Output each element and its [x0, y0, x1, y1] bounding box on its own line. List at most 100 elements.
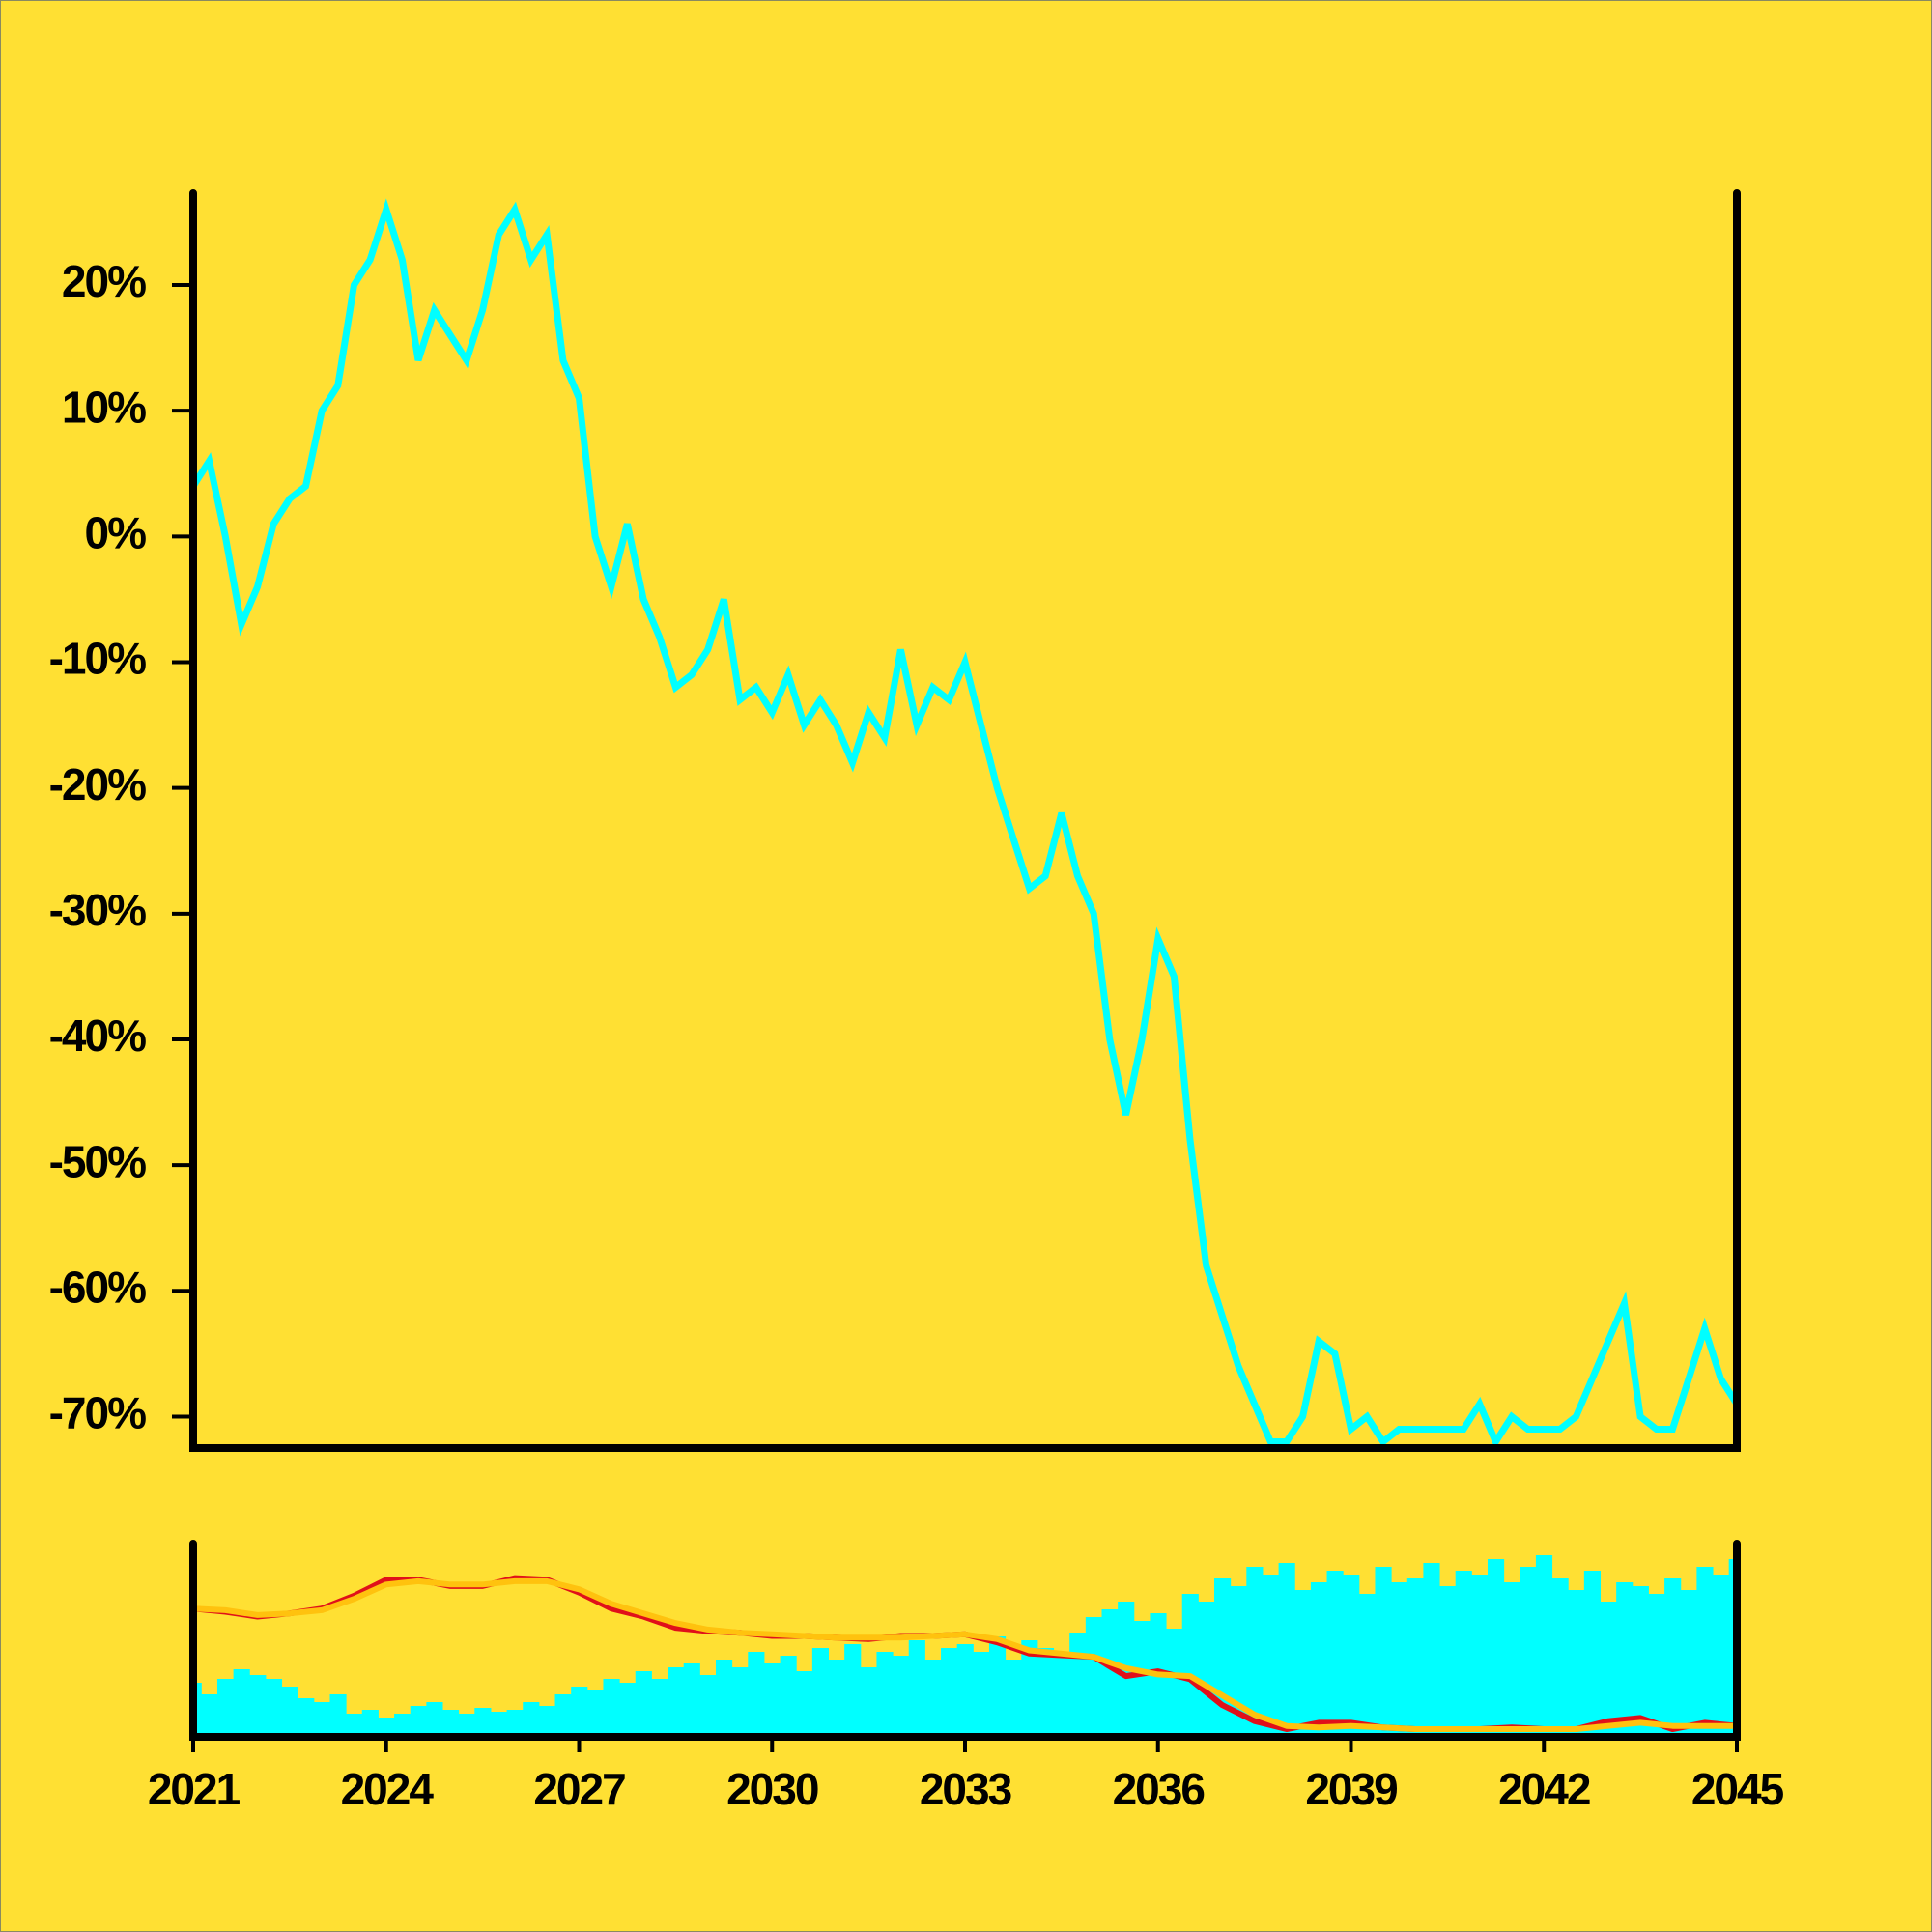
volume-bar [1101, 1609, 1119, 1737]
volume-bar [828, 1660, 845, 1737]
volume-bar [1713, 1575, 1730, 1737]
volume-bar [1230, 1586, 1247, 1737]
volume-bar [731, 1667, 749, 1737]
x-tick-label: 2039 [1305, 1764, 1397, 1814]
volume-bar [216, 1679, 235, 1737]
x-tick-label: 2042 [1498, 1764, 1590, 1814]
x-tick-label: 2036 [1113, 1764, 1205, 1814]
volume-bar [668, 1667, 685, 1737]
volume-bar [1520, 1567, 1537, 1737]
volume-bar [1568, 1590, 1585, 1737]
volume-bar [201, 1694, 218, 1737]
volume-bar [715, 1660, 733, 1737]
y-tick-label: -40% [49, 1010, 146, 1061]
volume-bar [490, 1712, 508, 1737]
volume-bar [1503, 1582, 1520, 1737]
volume-bar [1728, 1559, 1737, 1737]
volume-bar [281, 1687, 298, 1737]
volume-bar [1423, 1563, 1440, 1737]
volume-bar [1198, 1602, 1215, 1737]
average-line [193, 1577, 1737, 1732]
volume-bar [1616, 1582, 1634, 1737]
y-tick-label: 20% [62, 256, 146, 306]
volume-bar [442, 1710, 460, 1737]
volume-bar [1181, 1594, 1199, 1737]
main-axis-frame [189, 189, 1741, 1452]
volume-bar [876, 1652, 894, 1737]
volume-bar [249, 1675, 267, 1737]
volume-bar [941, 1648, 958, 1737]
volume-bar [1583, 1571, 1602, 1737]
y-tick-label: -20% [49, 759, 146, 810]
volume-bar [506, 1710, 524, 1737]
volume-bar [233, 1669, 250, 1737]
volume-bar [619, 1683, 637, 1737]
volume-bar [1310, 1582, 1328, 1737]
volume-bar [908, 1640, 925, 1737]
volume-bar [1455, 1571, 1472, 1737]
y-tick-label: 10% [62, 382, 146, 432]
volume-bar [1133, 1621, 1151, 1737]
volume-bar [988, 1636, 1007, 1737]
volume-bar [1406, 1578, 1424, 1737]
volume-bar [1326, 1571, 1344, 1737]
x-tick-label: 2024 [341, 1764, 435, 1814]
x-tick-label: 2033 [920, 1764, 1011, 1814]
volume-bar [844, 1644, 862, 1737]
volume-bar [193, 1683, 202, 1737]
volume-bar [1166, 1629, 1183, 1737]
volume-bar [683, 1663, 700, 1737]
volume-bar [1294, 1590, 1312, 1737]
y-tick-label: -60% [49, 1262, 146, 1312]
volume-bar [1471, 1575, 1489, 1737]
volume-bar [860, 1667, 877, 1737]
volume-bar [313, 1702, 330, 1737]
price-line [193, 198, 1737, 1448]
volume-bar [1246, 1567, 1264, 1737]
volume-bar [651, 1679, 668, 1737]
volume-bar [763, 1663, 781, 1737]
volume-bar [361, 1710, 379, 1737]
volume-bar [1053, 1656, 1070, 1737]
y-tick-label: -30% [49, 885, 146, 935]
volume-bar [635, 1671, 652, 1737]
volume-bar [1535, 1555, 1553, 1737]
volume-bar [699, 1675, 717, 1737]
volume-bar [1214, 1578, 1232, 1737]
volume-bar [796, 1671, 813, 1737]
volume-bar [1680, 1590, 1697, 1737]
volume-bar [956, 1644, 974, 1737]
volume-bar [394, 1714, 412, 1737]
volume-bar [811, 1648, 830, 1737]
volume-bar [1487, 1559, 1505, 1737]
volume-bar [1005, 1660, 1022, 1737]
volume-bar [554, 1694, 572, 1737]
volume-bar [458, 1714, 475, 1737]
volume-bar [586, 1690, 604, 1737]
y-tick-label: -10% [49, 634, 146, 684]
volume-bar [1439, 1586, 1457, 1737]
volume-bar [1648, 1594, 1665, 1737]
volume-bar [1600, 1602, 1617, 1737]
volume-bar [474, 1708, 492, 1737]
volume-bar [780, 1656, 797, 1737]
x-tick-label: 2027 [533, 1764, 625, 1814]
y-tick-label: -50% [49, 1136, 146, 1186]
volume-bar [748, 1652, 765, 1737]
volume-bar [1069, 1633, 1087, 1737]
volume-bar [378, 1718, 395, 1737]
volume-bar [1278, 1563, 1295, 1737]
volume-bar [410, 1706, 427, 1737]
volume-bar [1664, 1578, 1682, 1737]
volume-bar [538, 1706, 556, 1737]
x-tick-label: 2045 [1691, 1764, 1784, 1814]
x-tick-label: 2021 [148, 1764, 241, 1814]
volume-bar [571, 1687, 588, 1737]
volume-bar [265, 1679, 283, 1737]
volume-bar [1391, 1582, 1408, 1737]
volume-bar [426, 1702, 443, 1737]
volume-bar [523, 1702, 540, 1737]
volume-bar [329, 1694, 347, 1737]
main-plot [193, 198, 1737, 1448]
